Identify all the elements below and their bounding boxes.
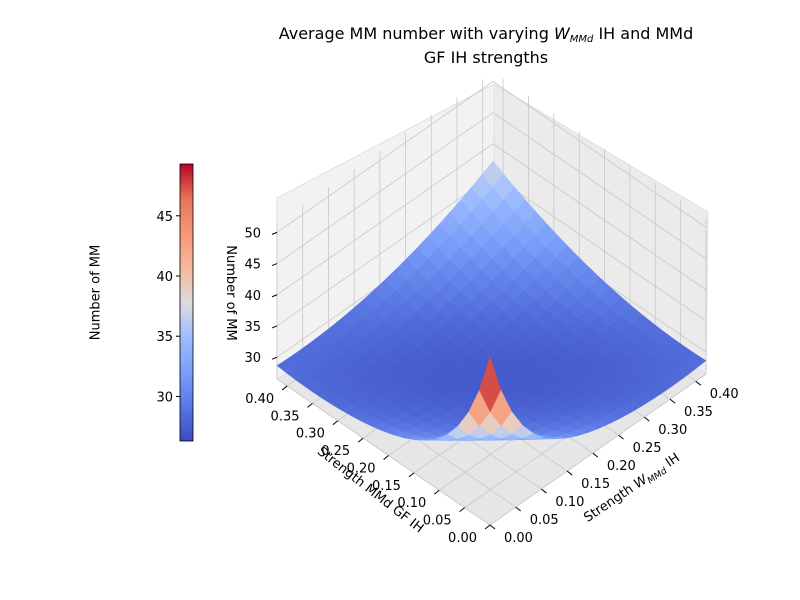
chart-title-line-1: Average MM number with varying WMMd IH a… bbox=[236, 24, 736, 50]
y-tick-label: 0.30 bbox=[296, 427, 325, 442]
y-tick-label: 0.10 bbox=[397, 496, 426, 511]
colorbar-tick-label: 40 bbox=[156, 270, 173, 285]
z-axis-label: Number of MM bbox=[223, 245, 238, 340]
x-tick-label: 0.05 bbox=[530, 513, 559, 528]
surface bbox=[276, 160, 707, 441]
z-tick-label: 30 bbox=[244, 351, 261, 366]
colorbar-ticks: 30 35 40 45 bbox=[156, 210, 180, 405]
chart-title-line-2: GF IH strengths bbox=[423, 48, 549, 67]
y-tick bbox=[433, 489, 440, 495]
colorbar-tick-label: 35 bbox=[156, 330, 173, 345]
x-tick bbox=[643, 416, 650, 422]
y-tick-label: 0.00 bbox=[448, 531, 477, 546]
axis-ticks: 0.00 0.05 0.10 0.15 0.20 0.25 0.30 0.35 0.40 0.00… bbox=[244, 226, 738, 546]
z-tick-label: 45 bbox=[244, 258, 261, 273]
title-symbol-subscript: MMd bbox=[569, 34, 594, 45]
x-tick bbox=[669, 398, 676, 404]
x-tick-label: 0.10 bbox=[555, 495, 584, 510]
y-tick bbox=[408, 472, 415, 478]
z-tick bbox=[271, 231, 278, 235]
y-tick-label: 0.35 bbox=[271, 409, 300, 424]
y-tick bbox=[281, 385, 288, 391]
z-gridline bbox=[276, 80, 707, 233]
title-symbol: W bbox=[553, 24, 570, 43]
z-gridline bbox=[276, 112, 707, 264]
z-tick bbox=[271, 294, 278, 298]
y-tick-label: 0.20 bbox=[347, 461, 376, 476]
title-mid: IH and MMd bbox=[593, 24, 694, 43]
y-tick-label: 0.15 bbox=[372, 479, 401, 494]
y-tick bbox=[383, 455, 389, 460]
x-tick bbox=[592, 452, 599, 458]
title-prefix: Average MM number with varying bbox=[278, 24, 554, 43]
z-tick-label: 50 bbox=[244, 226, 261, 241]
x-tick-label: 0.25 bbox=[633, 441, 662, 456]
x-tick bbox=[515, 506, 522, 512]
x-tick-label: 0.15 bbox=[581, 477, 610, 492]
y-tick bbox=[459, 507, 465, 513]
x-gridline bbox=[276, 223, 491, 526]
y-gridline bbox=[489, 218, 707, 526]
y-tick-label: 0.25 bbox=[321, 444, 350, 459]
z-gridline bbox=[276, 143, 707, 296]
z-tick bbox=[271, 356, 278, 360]
colorbar-tick-label: 45 bbox=[156, 210, 173, 225]
x-tick-label: 0.20 bbox=[607, 459, 636, 474]
y-tick bbox=[357, 437, 364, 443]
x-tick bbox=[695, 380, 702, 386]
z-tick-label: 40 bbox=[244, 289, 261, 304]
y-tick-label: 0.05 bbox=[423, 514, 452, 529]
y-tick-label: 0.40 bbox=[245, 392, 274, 407]
x-tick bbox=[489, 524, 496, 530]
z-tick bbox=[271, 325, 278, 329]
x-tick-label: 0.35 bbox=[684, 405, 713, 420]
z-tick bbox=[271, 263, 278, 267]
surface-patch bbox=[479, 355, 502, 413]
x-tick bbox=[541, 488, 547, 494]
z-tick-label: 35 bbox=[244, 320, 261, 335]
colorbar-tick-label: 30 bbox=[156, 390, 173, 405]
y-tick bbox=[307, 402, 313, 408]
x-tick-label: 0.30 bbox=[658, 423, 687, 438]
x-tick-label: 0.40 bbox=[710, 387, 739, 402]
y-tick bbox=[484, 524, 491, 530]
x-tick bbox=[566, 470, 573, 476]
colorbar bbox=[179, 163, 194, 442]
x-tick-label: 0.00 bbox=[504, 531, 533, 546]
y-tick bbox=[332, 420, 339, 426]
x-tick bbox=[618, 434, 624, 440]
